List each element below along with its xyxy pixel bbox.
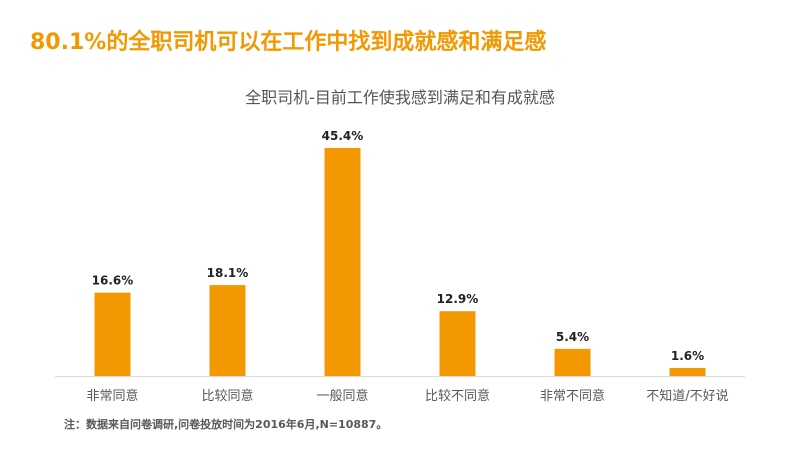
data-label-2: 18.1%	[207, 266, 249, 280]
bar-4	[439, 311, 476, 376]
data-label-5: 5.4%	[556, 330, 589, 344]
category-label-1: 非常同意	[86, 388, 138, 404]
category-label-4: 比较不同意	[425, 388, 490, 404]
category-label-3: 一般同意	[316, 388, 368, 404]
bar-1	[94, 292, 131, 376]
footnote: 注：数据来自问卷调研,问卷投放时间为2016年6月,N=10887。	[64, 418, 388, 431]
data-label-6: 1.6%	[671, 349, 704, 363]
bar-6	[669, 367, 706, 376]
chart-title: 全职司机-目前工作使我感到满足和有成就感	[245, 88, 555, 107]
bar-5	[554, 348, 591, 376]
data-label-3: 45.4%	[322, 129, 364, 143]
bar-2	[209, 285, 246, 376]
data-label-4: 12.9%	[437, 292, 479, 306]
data-label-1: 16.6%	[92, 274, 134, 288]
category-label-5: 非常不同意	[540, 388, 605, 404]
bar-3	[324, 148, 361, 376]
category-label-6: 不知道/不好说	[646, 388, 728, 404]
slide-headline: 80.1%的全职司机可以在工作中找到成就感和满足感	[30, 30, 547, 55]
category-label-2: 比较同意	[201, 388, 253, 404]
